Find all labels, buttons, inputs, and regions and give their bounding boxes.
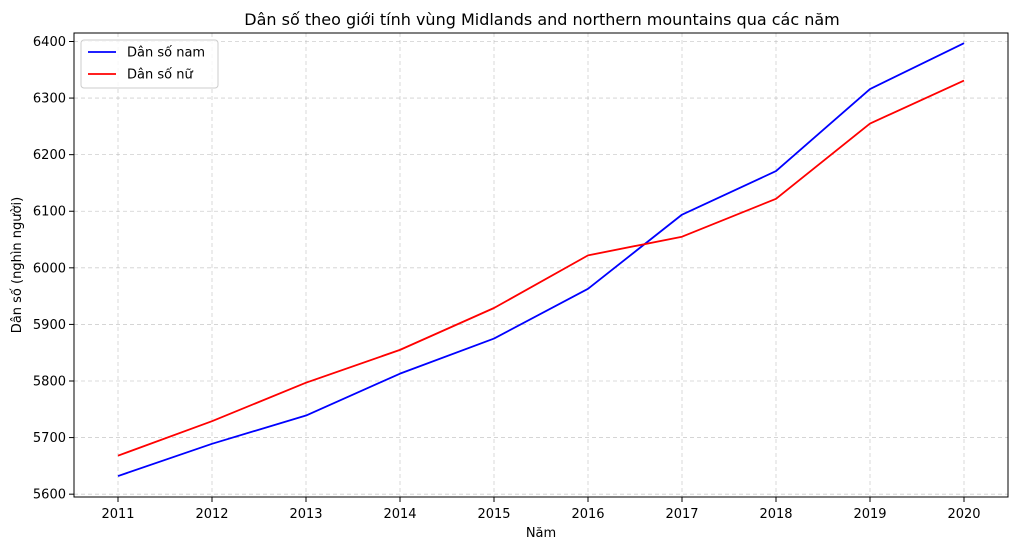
- y-tick-label: 6000: [33, 261, 66, 276]
- x-tick-label: 2019: [853, 507, 886, 522]
- x-tick-label: 2016: [571, 507, 604, 522]
- y-tick-label: 5900: [33, 318, 66, 333]
- x-tick-label: 2013: [289, 507, 322, 522]
- x-axis-title: Năm: [526, 526, 556, 541]
- y-tick-label: 6200: [33, 148, 66, 163]
- x-axis: 2011 2012 2013 2014 2015 2016 2017 2018 2019 2020: [101, 497, 981, 522]
- y-axis: 5600 5700 5800 5900 6000 6100 6200 6300 6400: [33, 35, 74, 503]
- legend-label-2: Dân số nữ: [127, 68, 193, 83]
- y-tick-label: 5700: [33, 431, 66, 446]
- y-axis-title: Dân số (nghìn người): [10, 197, 25, 333]
- x-tick-label: 2015: [477, 507, 510, 522]
- y-tick-label: 5600: [33, 488, 66, 503]
- series-line-1: [117, 42, 965, 477]
- x-tick-label: 2011: [101, 507, 134, 522]
- x-tick-label: 2018: [759, 507, 792, 522]
- y-tick-label: 6400: [33, 35, 66, 50]
- y-tick-label: 5800: [33, 375, 66, 390]
- x-tick-label: 2017: [665, 507, 698, 522]
- y-tick-label: 6100: [33, 205, 66, 220]
- series-line-2: [117, 79, 965, 457]
- x-tick-label: 2020: [947, 507, 980, 522]
- x-tick-label: 2012: [195, 507, 228, 522]
- plot-frame: [73, 32, 1009, 498]
- chart-title: Dân số theo giới tính vùng Midlands and …: [244, 10, 840, 29]
- legend: Dân số nam Dân số nữ: [80, 39, 219, 89]
- y-tick-label: 6300: [33, 92, 66, 107]
- series-lines: [117, 42, 965, 477]
- x-tick-label: 2014: [383, 507, 416, 522]
- legend-label-1: Dân số nam: [127, 46, 205, 61]
